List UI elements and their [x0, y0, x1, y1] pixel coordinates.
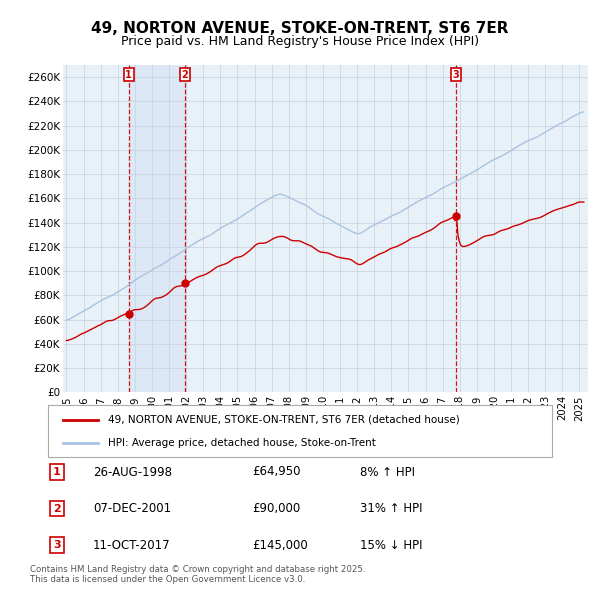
Text: £145,000: £145,000	[252, 539, 308, 552]
Bar	[129, 65, 185, 392]
Text: 31% ↑ HPI: 31% ↑ HPI	[360, 502, 422, 515]
Text: Price paid vs. HM Land Registry's House Price Index (HPI): Price paid vs. HM Land Registry's House …	[121, 35, 479, 48]
Text: Contains HM Land Registry data © Crown copyright and database right 2025.
This d: Contains HM Land Registry data © Crown c…	[30, 565, 365, 584]
Text: 8% ↑ HPI: 8% ↑ HPI	[360, 466, 415, 478]
Text: 15% ↓ HPI: 15% ↓ HPI	[360, 539, 422, 552]
Text: 1: 1	[125, 70, 132, 80]
Text: 07-DEC-2001: 07-DEC-2001	[93, 502, 171, 515]
Text: 2: 2	[181, 70, 188, 80]
Text: £90,000: £90,000	[252, 502, 300, 515]
Text: HPI: Average price, detached house, Stoke-on-Trent: HPI: Average price, detached house, Stok…	[109, 438, 376, 448]
Text: 3: 3	[452, 70, 459, 80]
Text: 3: 3	[53, 540, 61, 550]
Text: £64,950: £64,950	[252, 466, 301, 478]
Text: 49, NORTON AVENUE, STOKE-ON-TRENT, ST6 7ER (detached house): 49, NORTON AVENUE, STOKE-ON-TRENT, ST6 7…	[109, 415, 460, 425]
Text: 11-OCT-2017: 11-OCT-2017	[93, 539, 170, 552]
Text: 49, NORTON AVENUE, STOKE-ON-TRENT, ST6 7ER: 49, NORTON AVENUE, STOKE-ON-TRENT, ST6 7…	[91, 21, 509, 35]
Text: 1: 1	[53, 467, 61, 477]
Text: 2: 2	[53, 504, 61, 513]
Text: 26-AUG-1998: 26-AUG-1998	[93, 466, 172, 478]
